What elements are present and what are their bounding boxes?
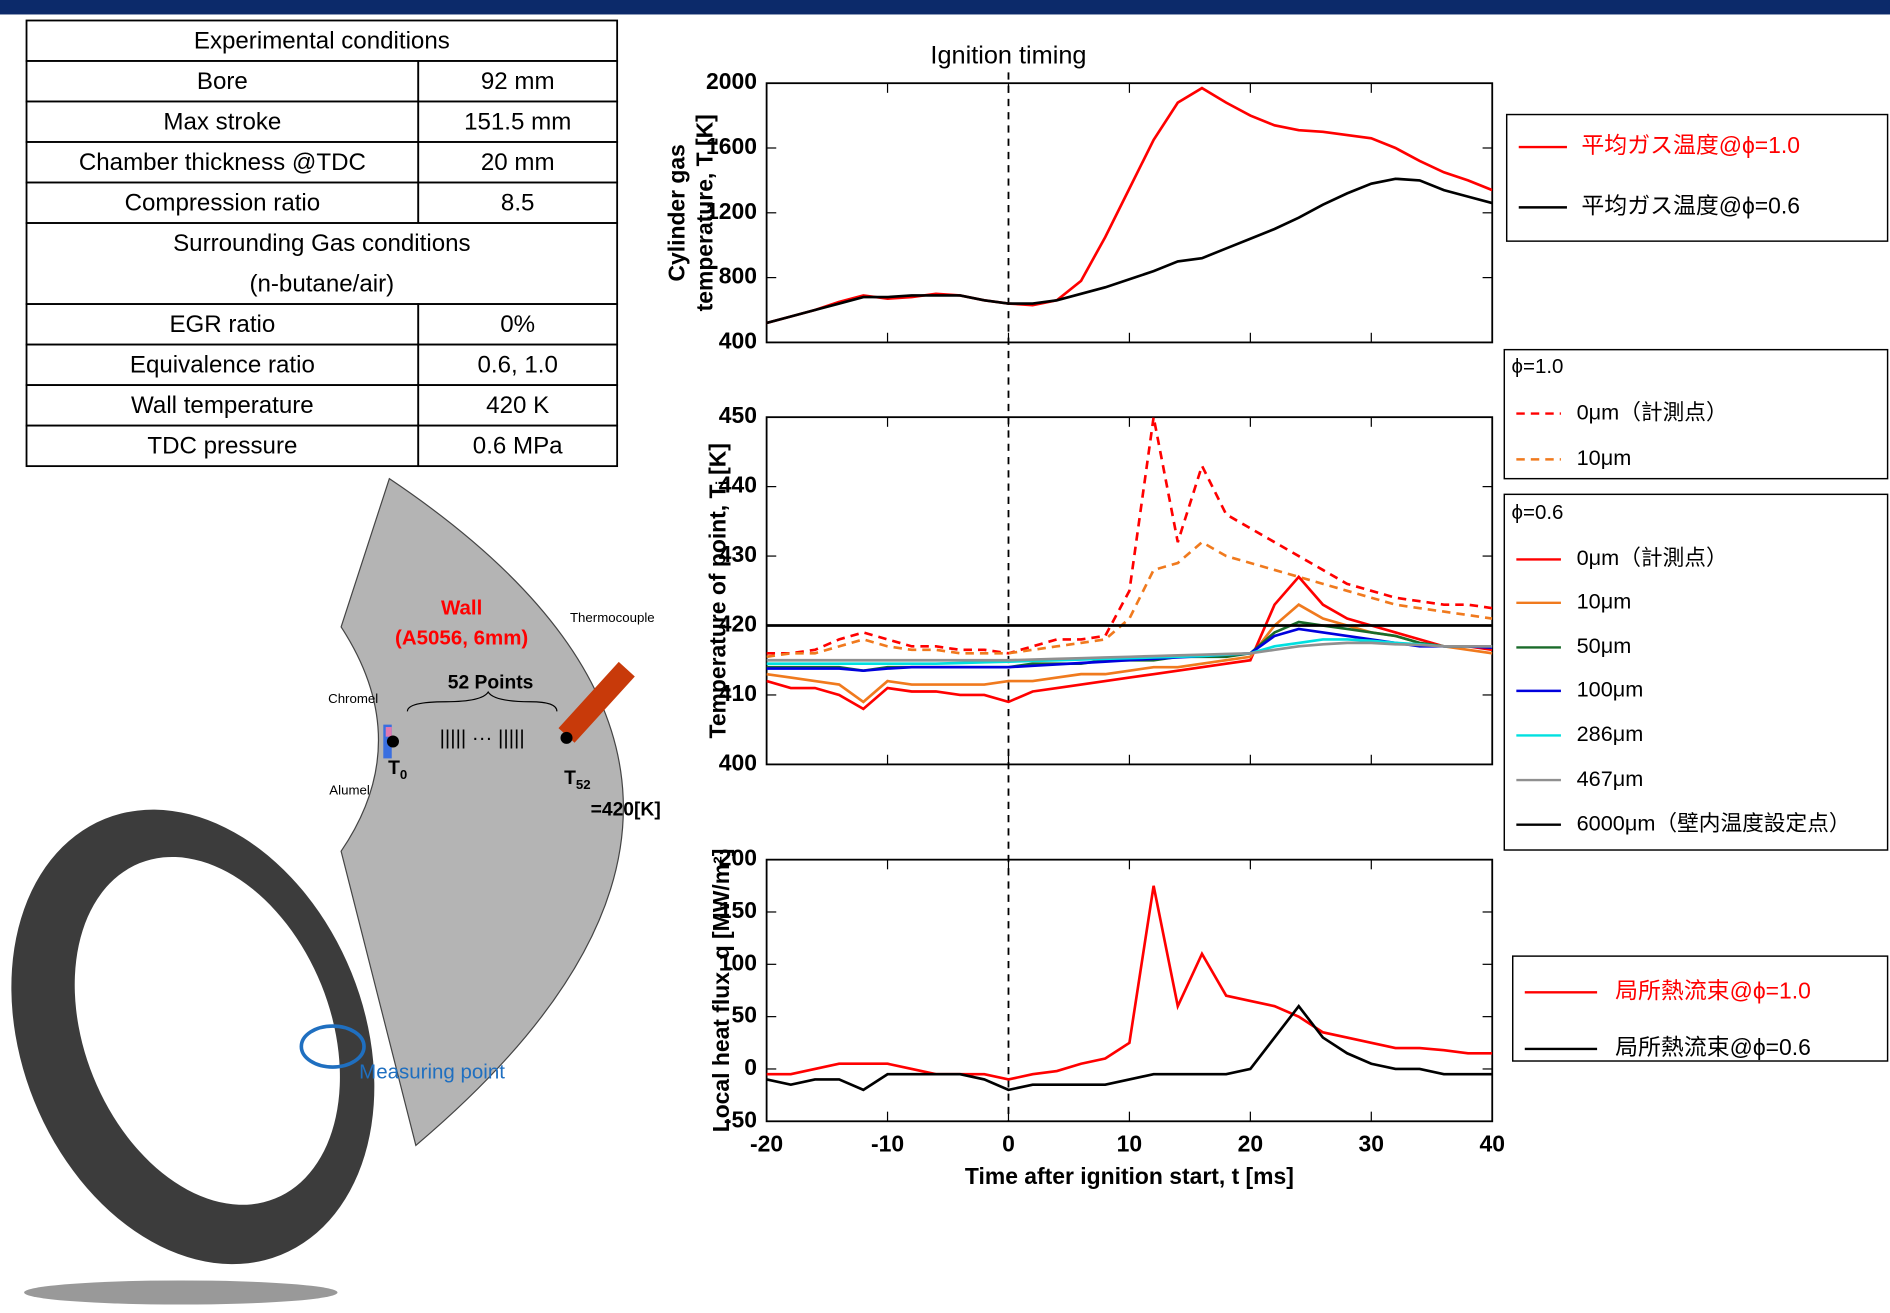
points-label: 52 Points bbox=[448, 673, 534, 694]
symbol: T bbox=[564, 768, 576, 789]
table-value: 92 mm bbox=[481, 68, 555, 95]
y-tick-label: 0 bbox=[744, 1054, 757, 1080]
series-line bbox=[767, 542, 1493, 657]
y-axis-label: Temperature of point, Tᵢ [K] bbox=[705, 443, 731, 738]
table-label: Max stroke bbox=[163, 108, 281, 135]
table-label: Compression ratio bbox=[125, 189, 321, 216]
alumel-label: Alumel bbox=[329, 782, 370, 797]
measuring-point-label: Measuring point bbox=[359, 1060, 505, 1083]
y-tick-label: 50 bbox=[731, 1002, 756, 1028]
table-value: 420 K bbox=[486, 392, 549, 419]
y-tick-label: 2000 bbox=[706, 68, 757, 94]
series-line bbox=[767, 643, 1493, 660]
slide: Wall (A5056, 6mm) Thermocouple Chromel Alume… bbox=[0, 0, 1890, 1313]
diagram: Wall (A5056, 6mm) Thermocouple Chromel Alume… bbox=[0, 479, 661, 1313]
legend-label: 平均ガス温度@ϕ=0.6 bbox=[1581, 192, 1800, 218]
y-axis-label: Cylinder gas bbox=[664, 144, 690, 281]
table-label: Chamber thickness @TDC bbox=[79, 149, 366, 176]
x-tick-label: 20 bbox=[1238, 1130, 1263, 1156]
y-tick-label: 450 bbox=[719, 402, 757, 428]
table-label: Equivalence ratio bbox=[130, 351, 315, 378]
y-tick-label: 400 bbox=[719, 749, 757, 775]
series-line bbox=[767, 886, 1493, 1080]
series-line bbox=[767, 179, 1493, 323]
legend-label: 6000μm（壁内温度設定点） bbox=[1577, 810, 1851, 835]
x-tick-label: 30 bbox=[1359, 1130, 1384, 1156]
y-axis-label: temperature, T [K] bbox=[691, 114, 717, 311]
x-tick-label: 10 bbox=[1117, 1130, 1142, 1156]
legend-label: 平均ガス温度@ϕ=1.0 bbox=[1581, 132, 1800, 158]
table-label: Bore bbox=[197, 68, 248, 95]
legend-label: 10μm bbox=[1577, 589, 1632, 614]
subscript: 52 bbox=[576, 776, 591, 791]
x-tick-label: 0 bbox=[1002, 1130, 1015, 1156]
legend-label: 100μm bbox=[1577, 677, 1644, 702]
x-tick-label: -20 bbox=[750, 1130, 783, 1156]
table-label: EGR ratio bbox=[169, 311, 275, 338]
ring-shadow bbox=[24, 1280, 337, 1304]
legend-label: 10μm bbox=[1577, 445, 1632, 470]
series-line bbox=[767, 605, 1493, 702]
legend-label: 0μm（計測点） bbox=[1577, 545, 1728, 570]
point-t0 bbox=[387, 735, 399, 747]
table-header: (n-butane/air) bbox=[249, 270, 394, 297]
series-line bbox=[767, 417, 1493, 653]
symbol: T bbox=[388, 758, 400, 779]
plot-frame bbox=[767, 83, 1493, 342]
wall-label: (A5056, 6mm) bbox=[395, 626, 528, 649]
wall-sector bbox=[341, 479, 623, 1146]
page: { "table": {"rows": [ [["Experimental co… bbox=[0, 0, 1890, 1313]
chromel-tip bbox=[386, 727, 392, 737]
wall-temperature-label: =420[K] bbox=[591, 799, 661, 820]
table-value: 0.6 MPa bbox=[473, 432, 563, 459]
annotation: Ignition timing bbox=[930, 41, 1086, 69]
table-value: 0.6, 1.0 bbox=[477, 351, 557, 378]
subscript: 0 bbox=[400, 767, 407, 782]
legend-title: ϕ=1.0 bbox=[1512, 355, 1564, 378]
series-line bbox=[767, 88, 1493, 323]
legend-label: 0μm（計測点） bbox=[1577, 399, 1728, 424]
table-value: 0% bbox=[500, 311, 535, 338]
wall-label: Wall bbox=[441, 596, 482, 619]
y-axis-label: Local heat flux, q [MW/m²] bbox=[708, 849, 734, 1133]
table-header: Surrounding Gas conditions bbox=[173, 230, 470, 257]
table-header: Experimental conditions bbox=[194, 27, 450, 54]
table-value: 20 mm bbox=[481, 149, 555, 176]
point-t52 bbox=[560, 732, 572, 744]
chromel-label: Chromel bbox=[328, 691, 378, 706]
points-ticks: ||||| ··· ||||| bbox=[440, 726, 525, 749]
table-value: 8.5 bbox=[501, 189, 535, 216]
thermocouple-label: Thermocouple bbox=[570, 610, 655, 625]
legend-label: 286μm bbox=[1577, 721, 1644, 746]
x-axis-label: Time after ignition start, t [ms] bbox=[965, 1163, 1294, 1189]
x-tick-label: 40 bbox=[1479, 1130, 1504, 1156]
header-bar bbox=[0, 0, 1890, 14]
table-label: Wall temperature bbox=[131, 392, 314, 419]
legend-label: 局所熱流束@ϕ=1.0 bbox=[1615, 977, 1811, 1003]
y-tick-label: 800 bbox=[719, 263, 757, 289]
legend-title: ϕ=0.6 bbox=[1512, 501, 1564, 524]
series-line bbox=[767, 1006, 1493, 1090]
legend-label: 局所熱流束@ϕ=0.6 bbox=[1615, 1034, 1811, 1060]
legend-label: 467μm bbox=[1577, 766, 1644, 791]
legend-label: 50μm bbox=[1577, 633, 1632, 658]
x-tick-label: -10 bbox=[871, 1130, 904, 1156]
y-tick-label: 400 bbox=[719, 327, 757, 353]
table-label: TDC pressure bbox=[147, 432, 297, 459]
table-value: 151.5 mm bbox=[464, 108, 571, 135]
